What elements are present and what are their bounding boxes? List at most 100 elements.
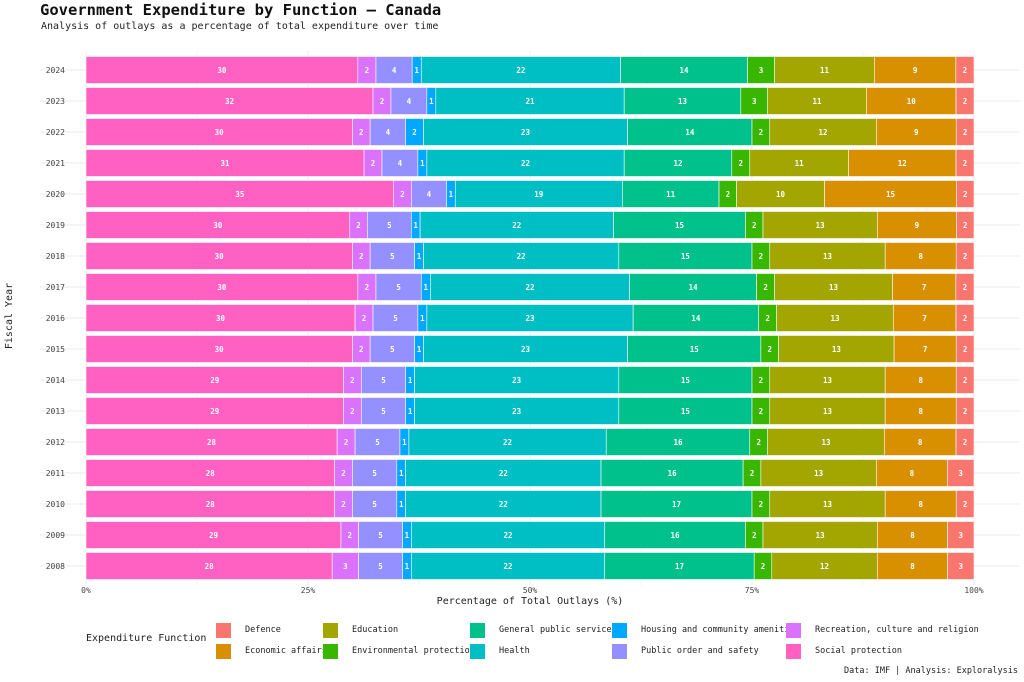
bar-segment <box>618 366 753 394</box>
bar-value-label: 12 <box>820 562 829 571</box>
bar-value-label: 2 <box>350 376 355 385</box>
bar-value-label: 2 <box>963 252 968 261</box>
bar-segment <box>604 552 755 580</box>
bar-segment <box>884 366 957 394</box>
bar-value-label: 3 <box>958 469 963 478</box>
bar-segment <box>435 87 625 115</box>
bar-value-label: 16 <box>668 469 678 478</box>
bar-value-label: 35 <box>235 190 244 199</box>
bar-value-label: 13 <box>678 97 688 106</box>
bar-value-label: 8 <box>910 531 915 540</box>
bar-value-label: 2 <box>963 500 968 509</box>
bar-segment <box>423 335 628 363</box>
legend-swatch <box>470 622 485 638</box>
bar-value-label: 11 <box>795 159 805 168</box>
bar-value-label: 13 <box>823 407 833 416</box>
bar-value-label: 1 <box>424 283 429 292</box>
legend-item: Housing and community amenities <box>612 622 800 638</box>
bar-value-label: 2 <box>356 221 361 230</box>
bar-value-label: 2 <box>963 159 968 168</box>
bar-segment <box>85 366 344 394</box>
bar-value-label: 29 <box>210 376 220 385</box>
bar-value-label: 30 <box>217 283 227 292</box>
bar-value-label: 5 <box>372 500 377 509</box>
y-tick-label: 2011 <box>46 469 65 478</box>
bar-segment <box>620 56 748 84</box>
bar-value-label: 5 <box>381 407 386 416</box>
bar-value-label: 2 <box>759 376 764 385</box>
x-axis-title: Percentage of Total Outlays (%) <box>437 596 624 607</box>
bar-value-label: 8 <box>918 438 923 447</box>
bar-value-label: 28 <box>205 562 215 571</box>
bar-value-label: 1 <box>402 438 407 447</box>
bar-value-label: 15 <box>675 221 684 230</box>
legend-label: General public services <box>499 625 617 635</box>
x-tick-label: 0% <box>81 586 91 595</box>
bar-value-label: 23 <box>525 314 535 323</box>
bar-segment <box>85 428 338 456</box>
bar-value-label: 2 <box>739 159 744 168</box>
chart-caption: Data: IMF | Analysis: Exploralysis <box>844 666 1018 676</box>
bar-value-label: 1 <box>449 190 454 199</box>
bar-value-label: 30 <box>215 128 225 137</box>
bar-value-label: 2 <box>341 500 346 509</box>
bar-value-label: 2 <box>750 469 755 478</box>
bar-value-label: 7 <box>923 345 928 354</box>
bar-segment <box>947 552 975 580</box>
bar-segment <box>955 118 975 146</box>
legend-swatch <box>612 622 627 638</box>
bar-segment <box>85 242 353 270</box>
bar-value-label: 2 <box>963 66 968 75</box>
bar-segment <box>876 459 948 487</box>
bar-value-label: 3 <box>752 97 757 106</box>
bar-segment <box>762 211 878 239</box>
bar-value-label: 5 <box>393 314 398 323</box>
bar-segment <box>600 490 753 518</box>
bar-value-label: 22 <box>521 159 530 168</box>
legend-swatch <box>786 622 801 638</box>
x-tick-label: 50% <box>523 586 538 595</box>
bar-segment <box>372 304 419 332</box>
bar-segment <box>358 552 403 580</box>
bar-segment <box>600 459 744 487</box>
bar-value-label: 2 <box>963 283 968 292</box>
bar-value-label: 13 <box>816 221 826 230</box>
bar-value-label: 1 <box>405 562 410 571</box>
bar-segment <box>85 56 359 84</box>
bar-segment <box>405 490 602 518</box>
bar-value-label: 2 <box>759 252 764 261</box>
bar-segment <box>360 366 406 394</box>
bar-value-label: 9 <box>915 221 920 230</box>
y-tick-label: 2020 <box>46 190 65 199</box>
bar-segment <box>423 242 620 270</box>
bar-value-label: 19 <box>534 190 544 199</box>
bar-value-label: 17 <box>672 500 681 509</box>
bar-segment <box>955 149 975 177</box>
bar-segment <box>762 521 878 549</box>
bar-value-label: 4 <box>427 190 432 199</box>
y-tick-label: 2022 <box>46 128 65 137</box>
y-tick-label: 2012 <box>46 438 65 447</box>
chart-title: Government Expenditure by Function — Can… <box>40 1 442 19</box>
chart-subtitle: Analysis of outlays as a percentage of t… <box>41 21 439 32</box>
bar-segment <box>955 366 975 394</box>
bar-segment <box>85 397 344 425</box>
bar-value-label: 1 <box>420 159 425 168</box>
bar-value-label: 3 <box>343 562 348 571</box>
bar-value-label: 2 <box>765 314 770 323</box>
bar-segment <box>426 149 625 177</box>
bar-value-label: 22 <box>504 531 513 540</box>
bar-segment <box>85 149 365 177</box>
legend-swatch <box>786 643 801 659</box>
bar-value-label: 2 <box>359 345 364 354</box>
bar-value-label: 12 <box>673 159 682 168</box>
y-tick-label: 2014 <box>46 376 65 385</box>
legend-item: Economic affairs <box>216 643 327 659</box>
bar-value-label: 22 <box>499 469 508 478</box>
y-tick-label: 2021 <box>46 159 65 168</box>
bar-value-label: 1 <box>399 500 404 509</box>
bar-value-label: 14 <box>680 66 690 75</box>
bar-value-label: 3 <box>959 562 964 571</box>
bar-value-label: 1 <box>405 531 410 540</box>
bar-value-label: 5 <box>372 469 377 478</box>
